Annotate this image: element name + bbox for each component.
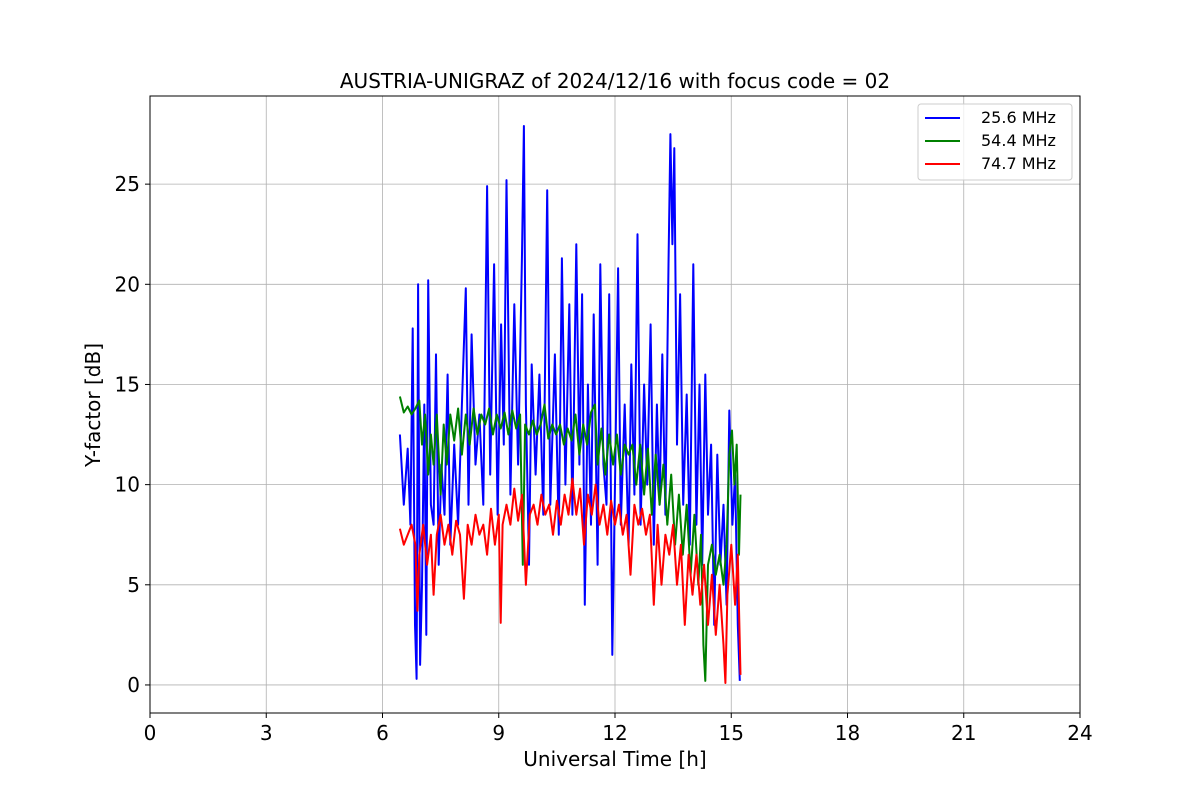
legend-label-series-2: 54.4 MHz [981,131,1056,150]
legend-label-series-1: 25.6 MHz [981,108,1056,127]
chart-title: AUSTRIA-UNIGRAZ of 2024/12/16 with focus… [340,69,890,93]
y-tick-label: 15 [115,372,140,396]
x-tick-label: 15 [719,721,744,745]
y-tick-label: 25 [115,172,140,196]
x-tick-label: 3 [260,721,273,745]
legend-entry: 74.7 MHz [925,154,1056,173]
legend-box [917,103,1073,181]
y-tick-label: 0 [127,673,140,697]
x-tick-label: 24 [1067,721,1092,745]
x-tick-label: 6 [376,721,389,745]
x-tick-label: 18 [835,721,860,745]
legend-entry: 25.6 MHz [925,108,1056,127]
y-tick-label: 5 [127,573,140,597]
legend-label-series-3: 74.7 MHz [981,154,1056,173]
y-tick-label: 20 [115,272,140,296]
x-axis-label: Universal Time [h] [523,747,706,771]
series-line-2 [398,396,742,682]
x-tick-label: 9 [492,721,505,745]
y-tick-label: 10 [115,473,140,497]
x-tick-label: 0 [144,721,157,745]
series-line-3 [398,477,742,684]
legend-entry: 54.4 MHz [925,131,1056,150]
ticks-layer: 0 3 6 9 12 15 18 21 24 0 5 10 15 20 25 [115,172,1093,745]
x-tick-label: 12 [602,721,627,745]
series-layer [398,125,742,684]
x-tick-label: 21 [951,721,976,745]
legend: 25.6 MHz 54.4 MHz 74.7 MHz [917,103,1073,181]
y-axis-label: Y-factor [dB] [81,343,105,468]
